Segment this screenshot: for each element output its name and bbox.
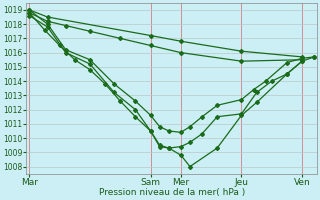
- X-axis label: Pression niveau de la mer( hPa ): Pression niveau de la mer( hPa ): [99, 188, 245, 197]
